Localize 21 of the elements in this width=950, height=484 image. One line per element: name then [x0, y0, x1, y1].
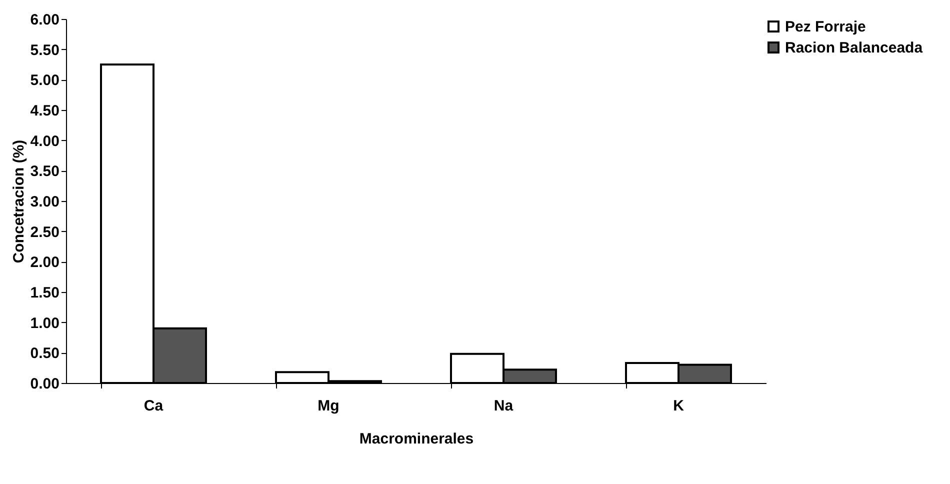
x-tick-label: Ca — [144, 398, 164, 414]
y-tick-label: 2.50 — [30, 224, 60, 241]
legend-label: Pez Forraje — [785, 18, 866, 36]
y-tick-label: 0.00 — [30, 376, 60, 392]
x-axis-title: Macrominerales — [359, 430, 474, 448]
x-tick-label: Na — [494, 398, 514, 414]
y-tick-label: 4.50 — [30, 102, 60, 120]
y-tick-label: 3.50 — [30, 163, 60, 180]
y-tick-label: 1.50 — [30, 284, 60, 302]
y-tick-label: 6.00 — [30, 12, 60, 28]
y-tick-label: 5.50 — [30, 42, 60, 59]
x-tick-label: Mg — [318, 398, 340, 414]
y-tick-label: 3.00 — [30, 194, 60, 210]
y-tick-label: 2.00 — [30, 254, 60, 272]
y-tick-label: 1.00 — [30, 314, 60, 332]
legend-label: Racion Balanceada — [785, 40, 924, 56]
x-tick-label: K — [673, 398, 684, 414]
y-tick-label: 5.00 — [30, 72, 60, 90]
y-axis-title: Concetracion (%) — [10, 140, 28, 264]
y-tick-label: 4.00 — [30, 132, 60, 150]
y-tick-label: 0.50 — [30, 345, 60, 362]
